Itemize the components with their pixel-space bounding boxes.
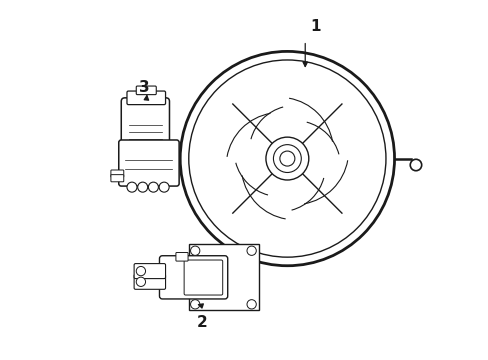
Text: 3: 3 <box>139 80 149 95</box>
Circle shape <box>190 246 200 255</box>
FancyBboxPatch shape <box>127 91 165 105</box>
Circle shape <box>279 151 294 166</box>
Text: 2: 2 <box>196 315 206 330</box>
FancyBboxPatch shape <box>111 175 123 182</box>
Text: 1: 1 <box>310 19 321 34</box>
Circle shape <box>136 266 145 276</box>
FancyBboxPatch shape <box>119 140 179 186</box>
FancyBboxPatch shape <box>134 274 165 289</box>
FancyBboxPatch shape <box>176 252 188 261</box>
FancyBboxPatch shape <box>189 244 258 310</box>
FancyBboxPatch shape <box>159 256 227 299</box>
Circle shape <box>138 182 147 192</box>
Circle shape <box>148 182 158 192</box>
FancyBboxPatch shape <box>111 170 123 177</box>
Circle shape <box>188 60 385 257</box>
FancyBboxPatch shape <box>136 86 156 95</box>
Circle shape <box>159 182 169 192</box>
Circle shape <box>180 51 394 266</box>
FancyBboxPatch shape <box>121 98 169 150</box>
Circle shape <box>127 182 137 192</box>
Circle shape <box>409 159 421 171</box>
FancyBboxPatch shape <box>134 264 165 279</box>
Circle shape <box>246 246 256 255</box>
Circle shape <box>246 300 256 309</box>
Circle shape <box>136 277 145 287</box>
Circle shape <box>190 300 200 309</box>
Circle shape <box>273 145 301 172</box>
FancyBboxPatch shape <box>184 260 222 295</box>
Circle shape <box>265 137 308 180</box>
